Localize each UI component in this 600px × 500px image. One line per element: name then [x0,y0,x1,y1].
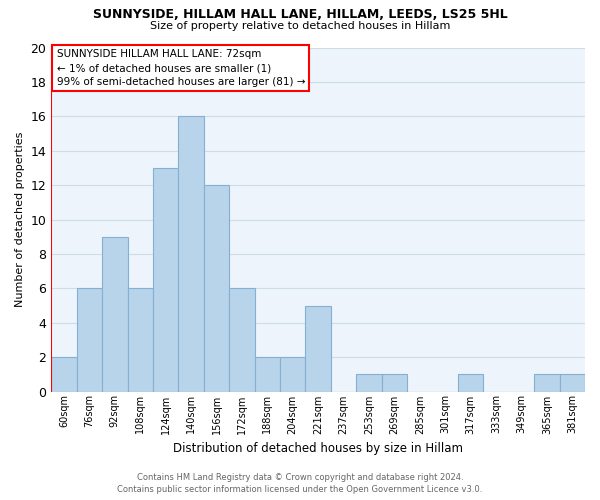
Bar [153,168,178,392]
Y-axis label: Number of detached properties: Number of detached properties [15,132,25,307]
Text: SUNNYSIDE HILLAM HALL LANE: 72sqm
← 1% of detached houses are smaller (1)
99% of: SUNNYSIDE HILLAM HALL LANE: 72sqm ← 1% o… [56,49,305,87]
Text: SUNNYSIDE, HILLAM HALL LANE, HILLAM, LEEDS, LS25 5HL: SUNNYSIDE, HILLAM HALL LANE, HILLAM, LEE… [92,8,508,20]
Bar [102,236,128,392]
Bar [77,288,102,392]
Bar [254,357,280,392]
Bar [128,288,153,392]
Bar [356,374,382,392]
Bar [305,306,331,392]
Bar [178,116,204,392]
Text: Contains HM Land Registry data © Crown copyright and database right 2024.
Contai: Contains HM Land Registry data © Crown c… [118,473,482,494]
Bar [534,374,560,392]
Bar [280,357,305,392]
Bar [51,357,77,392]
Bar [458,374,484,392]
Text: Size of property relative to detached houses in Hillam: Size of property relative to detached ho… [150,21,450,31]
Bar [204,185,229,392]
Bar [382,374,407,392]
X-axis label: Distribution of detached houses by size in Hillam: Distribution of detached houses by size … [173,442,463,455]
Bar [229,288,254,392]
Bar [560,374,585,392]
